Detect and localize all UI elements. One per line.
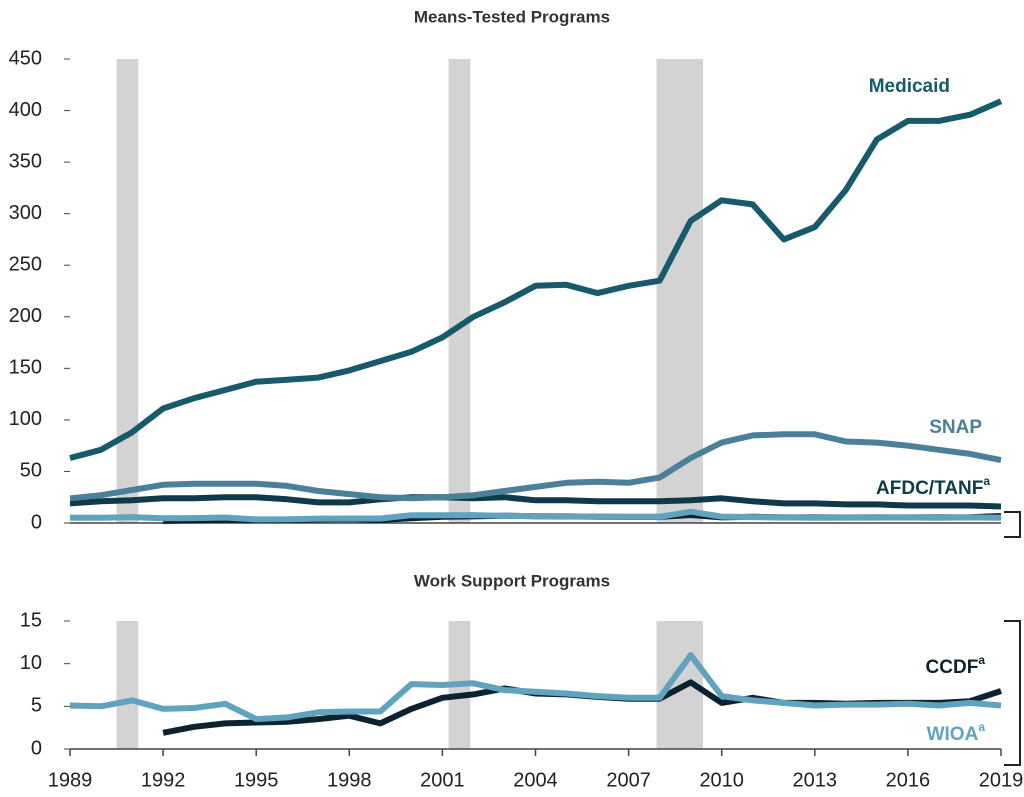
y-tick-label: 5 bbox=[31, 695, 42, 717]
y-tick-label: 350 bbox=[9, 150, 42, 172]
series-label: SNAP bbox=[929, 417, 982, 438]
series-label: CCDFa bbox=[926, 653, 986, 678]
x-tick-label: 1989 bbox=[48, 769, 93, 791]
series-name: AFDC/TANF bbox=[876, 478, 983, 499]
series-name: Medicaid bbox=[869, 76, 950, 97]
series-line bbox=[69, 652, 1002, 723]
y-tick-label: 100 bbox=[9, 408, 42, 430]
series-line bbox=[69, 98, 1003, 461]
series-note: a bbox=[978, 653, 985, 667]
x-tick-label: 2001 bbox=[420, 769, 465, 791]
x-tick-label: 2004 bbox=[513, 769, 558, 791]
series-note: a bbox=[978, 720, 985, 734]
series-line bbox=[69, 431, 1002, 502]
y-tick-label: 300 bbox=[9, 202, 42, 224]
recession-band bbox=[116, 59, 139, 523]
series-name: SNAP bbox=[929, 417, 982, 438]
y-tick-label: 0 bbox=[31, 511, 42, 533]
chart-title: Means-Tested Programs bbox=[414, 7, 610, 26]
y-tick-label: 400 bbox=[9, 99, 42, 121]
x-tick-label: 2007 bbox=[606, 769, 651, 791]
chart-title: Work Support Programs bbox=[414, 571, 610, 590]
x-tick-label: 2019 bbox=[979, 769, 1024, 791]
x-tick-label: 1998 bbox=[327, 769, 372, 791]
y-tick-label: 450 bbox=[9, 47, 42, 69]
bracket-bottom bbox=[1004, 620, 1021, 766]
y-tick-label: 0 bbox=[31, 737, 42, 759]
series-line bbox=[69, 494, 1002, 510]
series-note: a bbox=[983, 474, 990, 488]
series-label: WIOAa bbox=[927, 720, 986, 745]
y-tick-label: 250 bbox=[9, 254, 42, 276]
y-tick-label: 50 bbox=[20, 460, 42, 482]
y-tick-label: 150 bbox=[9, 357, 42, 379]
series-name: CCDF bbox=[926, 657, 979, 678]
series-name: WIOA bbox=[927, 724, 979, 745]
x-tick-label: 2010 bbox=[699, 769, 744, 791]
series-label: AFDC/TANFa bbox=[876, 474, 990, 499]
x-tick-label: 2016 bbox=[886, 769, 931, 791]
y-tick-label: 200 bbox=[9, 305, 42, 327]
x-tick-label: 1995 bbox=[234, 769, 279, 791]
y-tick-label: 10 bbox=[20, 652, 42, 674]
x-tick-label: 1992 bbox=[141, 769, 186, 791]
recession-band bbox=[116, 621, 139, 749]
series-line bbox=[69, 508, 1002, 523]
y-tick-label: 15 bbox=[20, 609, 42, 631]
recession-band bbox=[448, 59, 471, 523]
series-label: Medicaid bbox=[869, 76, 950, 97]
bracket-top bbox=[1004, 511, 1021, 538]
recession-band bbox=[656, 59, 704, 523]
x-tick-label: 2013 bbox=[793, 769, 838, 791]
